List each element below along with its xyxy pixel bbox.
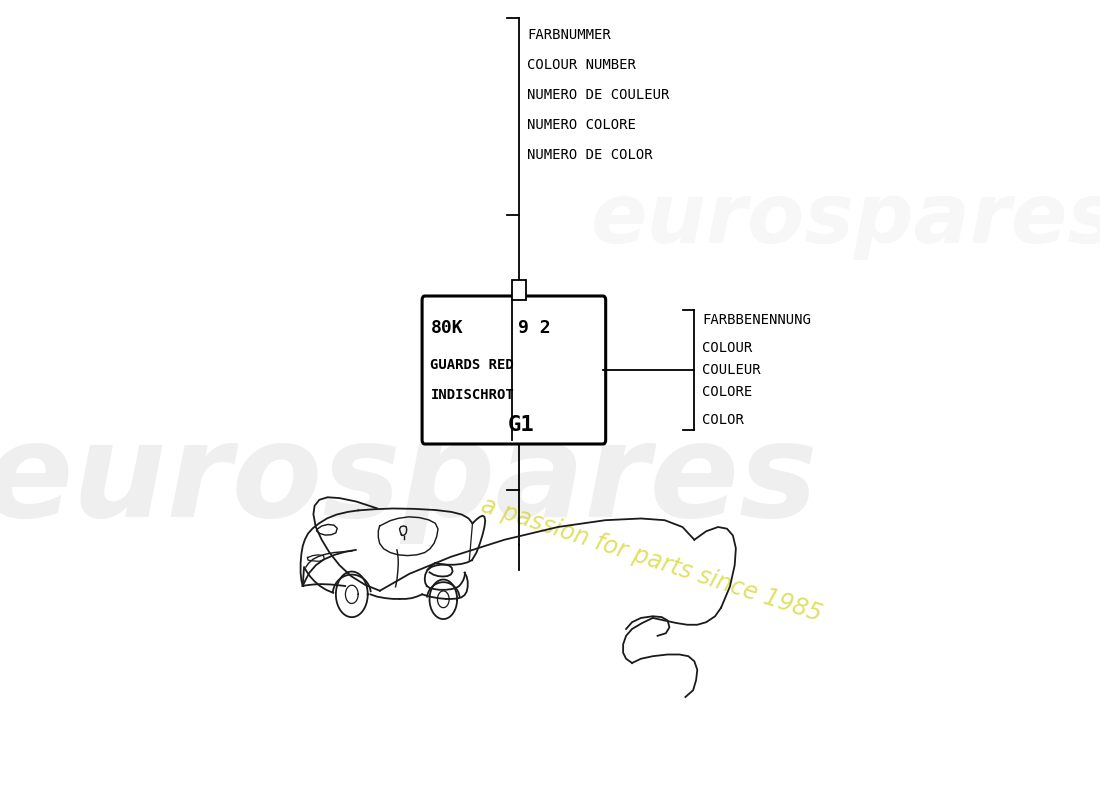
Text: NUMERO DE COLOR: NUMERO DE COLOR [528,148,653,162]
Text: FARBBENENNUNG: FARBBENENNUNG [702,313,811,327]
Text: a passion for parts since 1985: a passion for parts since 1985 [478,494,825,626]
Text: NUMERO DE COULEUR: NUMERO DE COULEUR [528,88,670,102]
Text: COLOUR: COLOUR [702,341,752,355]
Text: COULEUR: COULEUR [702,363,760,377]
Text: INDISCHROT: INDISCHROT [430,388,514,402]
Text: GUARDS RED: GUARDS RED [430,358,514,372]
Text: eurospares: eurospares [591,179,1100,261]
Text: COLOR: COLOR [702,413,744,427]
Text: FARBNUMMER: FARBNUMMER [528,28,612,42]
Text: NUMERO COLORE: NUMERO COLORE [528,118,637,132]
Text: COLOUR NUMBER: COLOUR NUMBER [528,58,637,72]
Text: 9 2: 9 2 [518,319,550,337]
Text: COLORE: COLORE [702,385,752,399]
FancyBboxPatch shape [422,296,606,444]
Text: G1: G1 [507,415,535,435]
Text: 80K: 80K [430,319,463,337]
Bar [513,280,526,300]
Text: eurospares: eurospares [0,417,817,543]
